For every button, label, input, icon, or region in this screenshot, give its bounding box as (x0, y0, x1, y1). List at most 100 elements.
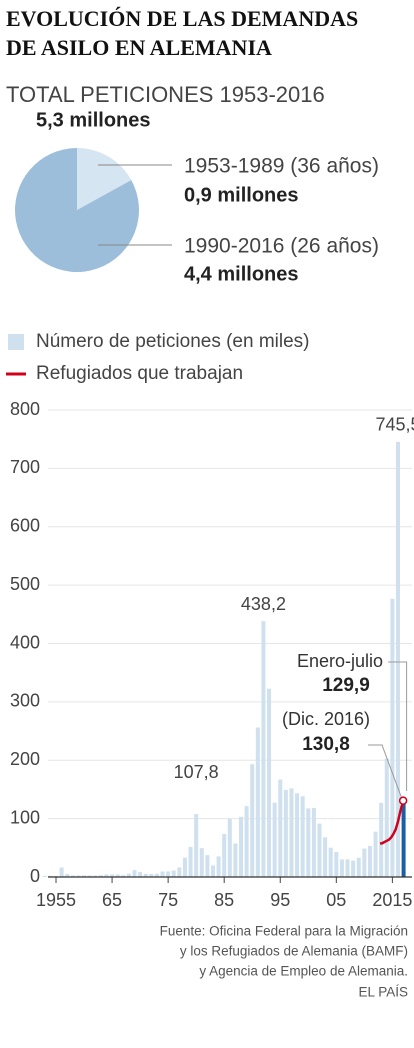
legend-label: Refugiados que trabajan (36, 363, 243, 384)
slice-value: 0,9 millones (184, 184, 299, 206)
pie-slice (14, 148, 139, 272)
bar (182, 857, 187, 877)
bar (205, 855, 210, 877)
bar (194, 814, 199, 877)
y-tick-label: 800 (10, 399, 40, 419)
bar (367, 845, 372, 877)
y-tick-label: 300 (10, 691, 40, 711)
bar (154, 873, 159, 877)
bar (233, 843, 238, 877)
x-tick-label: 65 (102, 890, 122, 910)
bar (373, 831, 378, 877)
bar (166, 871, 171, 877)
bar (351, 860, 356, 877)
line (379, 800, 405, 845)
bar (188, 846, 193, 877)
line-point (398, 796, 408, 805)
bar (82, 875, 87, 877)
bar (317, 823, 322, 877)
value-label: 745,5 (375, 415, 414, 435)
x-tick-label: 2015 (372, 890, 412, 910)
annotation-value: 129,9 (322, 675, 370, 696)
bar (143, 873, 148, 877)
slice-label: 1990-2016 (26 años) (184, 235, 379, 258)
bar (255, 727, 260, 877)
bar (395, 441, 400, 877)
highlight-bar (401, 801, 406, 877)
pie-slice (77, 148, 132, 210)
bar (93, 875, 98, 877)
bar (171, 870, 176, 877)
value-label: 438,2 (241, 594, 286, 614)
pie-title: TOTAL PETICIONES 1953-2016 (6, 82, 325, 107)
credit: EL PAÍS (358, 985, 408, 1000)
bar (384, 758, 389, 877)
bar (222, 833, 227, 877)
bar (300, 796, 305, 877)
bar (283, 789, 288, 877)
y-tick-label: 500 (10, 574, 40, 594)
bar (70, 875, 75, 877)
bar (356, 857, 361, 877)
bar (323, 837, 328, 877)
bar (199, 848, 204, 877)
y-tick-label: 0 (30, 866, 40, 886)
bar (126, 873, 131, 877)
bar (59, 867, 64, 877)
bar (267, 688, 272, 877)
legend-label: Número de peticiones (en miles) (36, 331, 310, 352)
bar (328, 847, 333, 877)
bar (98, 875, 103, 877)
bar (115, 874, 120, 877)
bar (48, 875, 53, 877)
slice-value: 4,4 millones (184, 263, 299, 285)
bar (160, 871, 165, 877)
annotation: Enero-julio (297, 651, 383, 671)
bar (132, 870, 137, 877)
annotation: (Dic. 2016) (282, 709, 370, 729)
bar (76, 875, 81, 877)
bar (295, 793, 300, 877)
x-tick-label: 1955 (36, 890, 76, 910)
y-tick-label: 400 (10, 632, 40, 652)
bar (362, 848, 367, 877)
bar (244, 806, 249, 877)
source: Fuente: Oficina Federal para la Migració… (160, 924, 408, 939)
bar (227, 818, 232, 877)
bar (87, 875, 92, 877)
y-tick-label: 200 (10, 749, 40, 769)
headline: EVOLUCIÓN DE LAS DEMANDAS (6, 6, 358, 31)
value-label: 130,8 (302, 734, 350, 755)
bar (110, 874, 115, 877)
bar (177, 867, 182, 877)
value-label: 107,8 (174, 762, 219, 782)
bar (339, 859, 344, 877)
x-tick-label: 75 (158, 890, 178, 910)
leader-line (388, 661, 408, 792)
bar (261, 621, 266, 877)
y-tick-label: 700 (10, 457, 40, 477)
leader-line (368, 744, 402, 797)
bar (250, 764, 255, 877)
bar (272, 802, 277, 877)
x-tick-label: 05 (326, 890, 346, 910)
x-tick-label: 85 (214, 890, 234, 910)
bar (138, 871, 143, 877)
bar (334, 851, 339, 877)
y-tick-label: 100 (10, 807, 40, 827)
bar (278, 779, 283, 877)
bar (149, 873, 154, 877)
bar (306, 808, 311, 877)
bar (216, 856, 221, 877)
bar (121, 875, 126, 877)
bar (239, 816, 244, 877)
legend-swatch (8, 334, 24, 350)
source: y los Refugiados de Alemania (BAMF) (180, 944, 408, 959)
bar (42, 875, 47, 877)
bar (104, 874, 109, 877)
pie-subtitle: 5,3 millones (36, 109, 151, 131)
bar (289, 788, 294, 877)
bar (345, 859, 350, 877)
bar (210, 865, 215, 877)
